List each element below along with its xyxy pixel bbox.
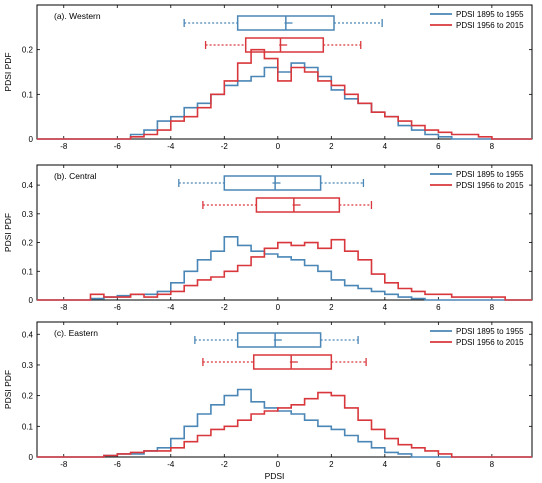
x-tick-label: 2 [329, 303, 334, 312]
y-tick-label: 0.4 [22, 330, 34, 339]
legend: PDSI 1895 to 1955 PDSI 1956 to 2015 [430, 170, 524, 190]
y-tick-label: 0.1 [22, 422, 34, 431]
x-tick-label: -2 [221, 303, 229, 312]
boxplot-series-2 [204, 37, 362, 53]
legend: PDSI 1895 to 1955 PDSI 1956 to 2015 [430, 327, 524, 347]
y-axis-label: PDSI PDF [3, 370, 13, 409]
pdf-line-series-1 [37, 236, 532, 301]
y-axis-label: PDSI PDF [3, 52, 13, 91]
box-iqr [244, 37, 325, 53]
box-iqr [236, 332, 322, 348]
y-tick-label: 0.1 [22, 90, 34, 99]
y-tick-label: 0.4 [22, 181, 34, 190]
box-iqr [255, 197, 341, 213]
x-tick-label: 2 [329, 142, 334, 151]
x-tick-label: -2 [221, 460, 229, 469]
panel-title: (a). Western [54, 11, 101, 21]
legend-label-1: PDSI 1895 to 1955 [456, 10, 524, 19]
y-tick-label: 0.2 [22, 46, 34, 55]
y-tick-label: 0 [29, 453, 34, 462]
boxplot-series-1 [194, 332, 359, 348]
x-tick-label: -4 [167, 460, 175, 469]
legend-label-2: PDSI 1956 to 2015 [456, 338, 524, 347]
panel-title: (b). Central [54, 171, 97, 181]
pdf-line-series-1 [37, 62, 532, 140]
boxplot-series-2 [202, 197, 373, 213]
box-iqr [252, 354, 333, 370]
plot-frame [36, 4, 533, 140]
x-tick-label: 6 [436, 460, 441, 469]
x-tick-label: 8 [490, 460, 495, 469]
x-tick-label: 6 [436, 303, 441, 312]
x-tick-label: -2 [221, 142, 229, 151]
x-tick-label: 8 [490, 303, 495, 312]
panel-2: -8 -6 -4 -2 0 2 4 6 8 0 0.1 0.2 0.3 0.4 (c). Eastern PD… [3, 321, 533, 481]
y-tick-label: 0 [29, 296, 34, 305]
legend-label-2: PDSI 1956 to 2015 [456, 181, 524, 190]
x-tick-label: 0 [276, 303, 281, 312]
box-iqr [223, 175, 322, 191]
y-tick-label: 0.1 [22, 267, 34, 276]
legend-label-1: PDSI 1895 to 1955 [456, 327, 524, 336]
x-tick-label: 6 [436, 142, 441, 151]
legend-label-1: PDSI 1895 to 1955 [456, 170, 524, 179]
x-tick-label: -4 [167, 142, 175, 151]
x-tick-label: 2 [329, 460, 334, 469]
x-tick-label: -8 [60, 303, 68, 312]
pdf-line-series-2 [37, 391, 532, 458]
pdf-line-series-1 [37, 388, 532, 458]
panel-title: (c). Eastern [54, 328, 98, 338]
x-tick-label: -8 [60, 460, 68, 469]
x-tick-label: 8 [490, 142, 495, 151]
y-tick-label: 0 [29, 135, 34, 144]
panel-0: -8 -6 -4 -2 0 2 4 6 8 0 0.1 0.2 (a). Western PDSI PDF… [3, 4, 533, 151]
legend-label-2: PDSI 1956 to 2015 [456, 21, 524, 30]
pdf-line-series-2 [37, 238, 532, 301]
y-tick-label: 0.2 [22, 239, 34, 248]
plot-frame [36, 164, 533, 301]
x-tick-label: 0 [276, 460, 281, 469]
x-tick-label: 0 [276, 142, 281, 151]
plot-frame [36, 321, 533, 458]
y-axis-label: PDSI PDF [3, 213, 13, 252]
boxplot-series-2 [202, 354, 367, 370]
boxplot-series-1 [183, 15, 383, 31]
pdf-line-series-2 [37, 48, 532, 140]
x-tick-label: -6 [114, 460, 122, 469]
y-tick-label: 0.2 [22, 392, 34, 401]
x-tick-label: -6 [114, 142, 122, 151]
x-axis-label: PDSI [265, 471, 285, 481]
y-tick-label: 0.3 [22, 361, 34, 370]
x-tick-label: 4 [383, 142, 388, 151]
x-tick-label: -4 [167, 303, 175, 312]
legend: PDSI 1895 to 1955 PDSI 1956 to 2015 [430, 10, 524, 30]
x-tick-label: 4 [383, 303, 388, 312]
panel-1: -8 -6 -4 -2 0 2 4 6 8 0 0.1 0.2 0.3 0.4 (b). Central PD… [3, 164, 533, 312]
x-tick-label: -6 [114, 303, 122, 312]
x-tick-label: 4 [383, 460, 388, 469]
boxplot-series-1 [178, 175, 365, 191]
y-tick-label: 0.3 [22, 210, 34, 219]
x-tick-label: -8 [60, 142, 68, 151]
